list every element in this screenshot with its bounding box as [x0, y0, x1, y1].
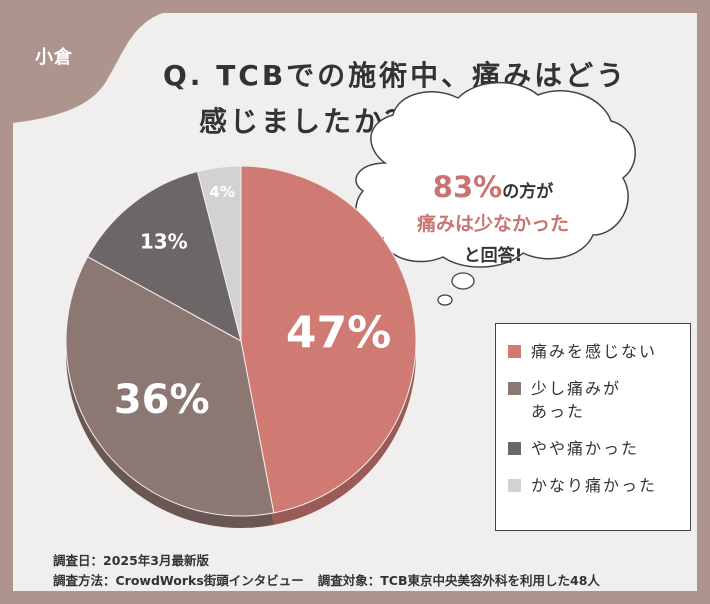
legend-item-3: かなり痛かった — [508, 474, 690, 497]
legend-label: かなり痛かった — [531, 476, 658, 495]
callout-text: 83%の方が 痛みは少なかった と回答! — [393, 171, 593, 272]
pie-labels: 47% 36% 13% 4% — [114, 183, 391, 423]
callout-percent: 83% — [432, 170, 503, 204]
legend-label: やや痛かった — [531, 439, 640, 458]
legend-item-1: 少し痛みが あった — [508, 377, 690, 423]
legend-label: 少し痛みが あった — [531, 377, 621, 423]
title-line-1: Q. TCBでの施術中、痛みはどう — [163, 59, 628, 92]
pie-label-3: 4% — [209, 183, 234, 201]
question-title: Q. TCBでの施術中、痛みはどう 感じましたか？ — [163, 53, 627, 145]
legend-swatch — [508, 345, 521, 358]
speech-bubble — [355, 81, 636, 306]
callout-line2: 痛みは少なかった — [416, 213, 569, 235]
pie-label-0: 47% — [286, 308, 391, 359]
callout-line1: の方が — [502, 182, 554, 202]
legend-item-2: やや痛かった — [508, 437, 690, 460]
pie-slice-2 — [86, 170, 242, 342]
legend-swatch — [508, 479, 521, 492]
pie-label-2: 13% — [140, 230, 188, 254]
survey-method-target: 調査方法：CrowdWorks街頭インタビュー 調査対象：TCB東京中央美容外科を… — [53, 571, 600, 591]
pie-label-1: 36% — [114, 377, 210, 423]
survey-notes: 調査日：2025年3月最新版 調査方法：CrowdWorks街頭インタビュー 調査… — [53, 551, 600, 591]
legend-swatch — [508, 442, 521, 455]
callout-line3: と回答! — [463, 246, 523, 266]
survey-method: 調査方法：CrowdWorks街頭インタビュー — [53, 573, 304, 588]
survey-target: 調査対象：TCB東京中央美容外科を利用した48人 — [317, 573, 600, 588]
pie-slice-1 — [65, 256, 275, 517]
pie-slices — [65, 165, 417, 528]
legend: 痛みを感じない 少し痛みが あった やや痛かった かなり痛かった — [495, 323, 691, 531]
corner-badge-shape — [13, 13, 163, 123]
pie-slice-0 — [240, 165, 417, 514]
pie-slice-3 — [196, 165, 242, 342]
legend-label-line: あった — [531, 402, 586, 421]
legend-label-line: 少し痛みが — [531, 379, 622, 398]
legend-item-0: 痛みを感じない — [508, 340, 690, 363]
infographic-card: 小倉 Q. TCBでの施術中、痛みはどう 感じましたか？ 47% 36% 13% 4%… — [13, 13, 697, 591]
legend-label: 痛みを感じない — [531, 342, 658, 361]
location-badge: 小倉 — [35, 47, 73, 68]
survey-date: 調査日：2025年3月最新版 — [53, 553, 209, 568]
legend-swatch — [508, 382, 521, 395]
pie-chart: 47% 36% 13% 4% — [65, 81, 636, 528]
